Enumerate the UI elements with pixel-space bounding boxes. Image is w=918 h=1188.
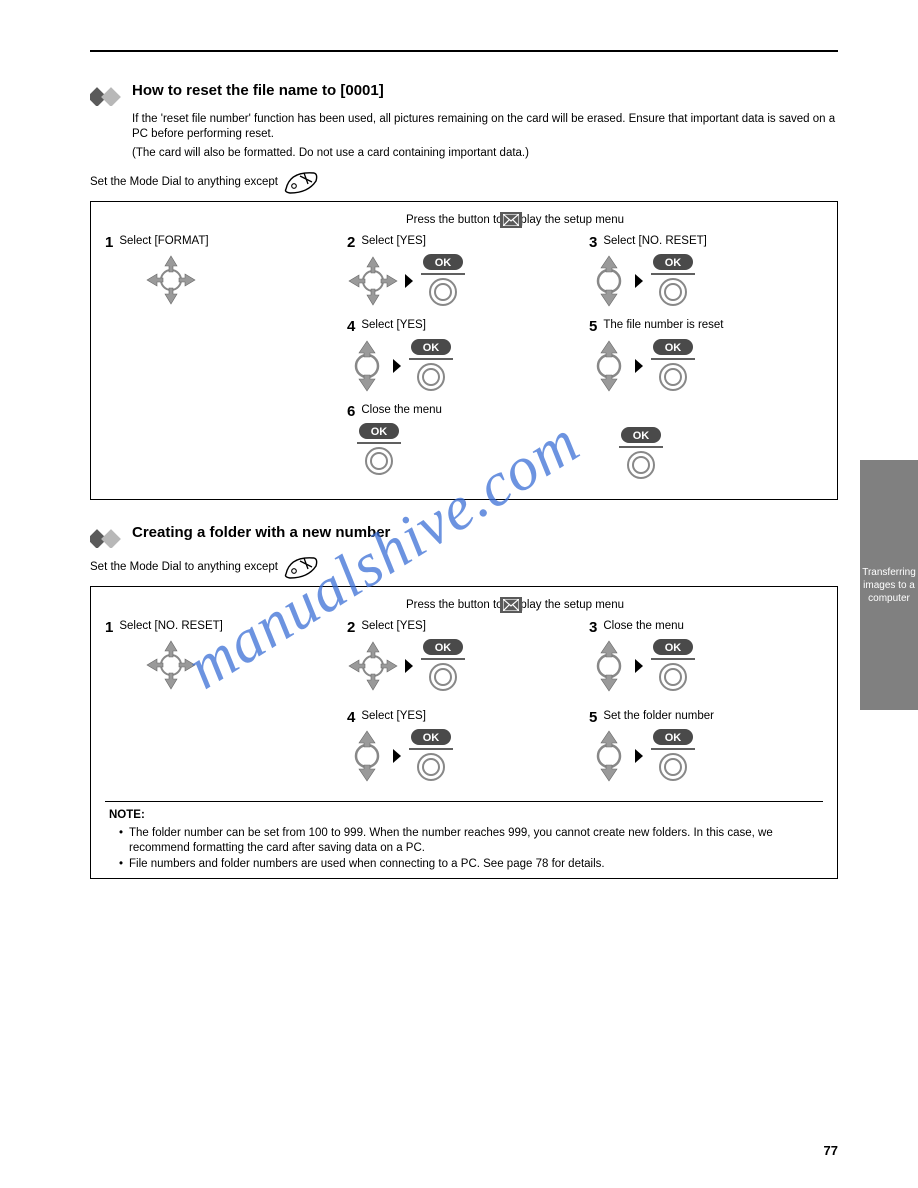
s2-step3-label: Close the menu	[589, 619, 823, 633]
step4-num: 4	[347, 318, 355, 335]
step2-label: Select [YES]	[347, 234, 581, 248]
step1-num: 1	[105, 234, 113, 251]
dpad-4way-icon	[347, 255, 399, 307]
dpad-4way-icon	[145, 639, 197, 691]
dpad-updown-icon	[589, 640, 629, 692]
top-rule	[90, 50, 838, 52]
ok-button-icon	[421, 639, 467, 693]
note-a: The folder number can be set from 100 to…	[119, 826, 819, 857]
s2-step5-num: 5	[589, 709, 597, 726]
setup-text: Set the Mode Dial to anything except	[90, 561, 278, 573]
ok-button-icon	[409, 339, 455, 393]
arrow-right-icon	[393, 749, 403, 763]
section2-setup: Set the Mode Dial to anything except	[90, 554, 838, 580]
arrow-right-icon	[635, 659, 645, 673]
arrow-right-icon	[405, 659, 415, 673]
s2-step4-label: Select [YES]	[347, 709, 581, 723]
step4-label: Select [YES]	[347, 318, 581, 332]
ok-button-icon	[651, 639, 697, 693]
notes-block: NOTE: The folder number can be set from …	[105, 802, 823, 878]
ok-button-icon	[619, 427, 665, 481]
step3-label: Select [NO. RESET]	[589, 234, 823, 248]
envelope-icon	[500, 597, 522, 613]
dpad-updown-icon	[589, 340, 629, 392]
s2-step2-num: 2	[347, 619, 355, 636]
ok-button-icon	[357, 423, 403, 477]
remote-icon	[284, 554, 320, 580]
dpad-updown-icon	[589, 255, 629, 307]
diamond-bullet-icon	[90, 82, 122, 106]
section2-top-instr: Press the button to display the setup me…	[105, 597, 823, 613]
arrow-right-icon	[393, 359, 403, 373]
section1-top-instr: Press the button to display the setup me…	[105, 212, 823, 228]
step2-num: 2	[347, 234, 355, 251]
section1-note1: If the 'reset file number' function has …	[132, 112, 838, 142]
ok-button-icon	[651, 729, 697, 783]
side-tab: Transferring images to a computer	[860, 460, 918, 710]
ok-button-icon	[409, 729, 455, 783]
s2-step1-num: 1	[105, 619, 113, 636]
section2-title: Creating a folder with a new number	[132, 524, 390, 541]
step6-label: Close the menu	[347, 403, 581, 417]
step1-label: Select [FORMAT]	[105, 234, 339, 248]
side-tab-label: Transferring images to a computer	[858, 562, 918, 609]
step6-num: 6	[347, 403, 355, 420]
dpad-updown-icon	[347, 340, 387, 392]
diamond-bullet-icon	[90, 524, 122, 548]
section1-note2: (The card will also be formatted. Do not…	[132, 146, 838, 161]
ok-button-icon	[651, 339, 697, 393]
s2-step1-label: Select [NO. RESET]	[105, 619, 339, 633]
section2-box: Press the button to display the setup me…	[90, 586, 838, 880]
step5-num: 5	[589, 318, 597, 335]
remote-icon	[284, 169, 320, 195]
s2-step2-label: Select [YES]	[347, 619, 581, 633]
arrow-right-icon	[635, 274, 645, 288]
s2-step5-label: Set the folder number	[589, 709, 823, 723]
arrow-right-icon	[405, 274, 415, 288]
section1-title: How to reset the file name to [0001]	[132, 82, 384, 99]
arrow-right-icon	[635, 359, 645, 373]
ok-button-icon	[421, 254, 467, 308]
step5-label: The file number is reset	[589, 318, 823, 332]
dpad-4way-icon	[145, 254, 197, 306]
note-b: File numbers and folder numbers are used…	[119, 857, 819, 873]
dpad-updown-icon	[347, 730, 387, 782]
envelope-icon	[500, 212, 522, 228]
ok-button-icon	[651, 254, 697, 308]
dpad-updown-icon	[589, 730, 629, 782]
section1-setup: Set the Mode Dial to anything except	[90, 169, 838, 195]
section1-box: Press the button to display the setup me…	[90, 201, 838, 500]
setup-text: Set the Mode Dial to anything except	[90, 176, 278, 188]
page-number: 77	[824, 1143, 838, 1158]
arrow-right-icon	[635, 749, 645, 763]
dpad-4way-icon	[347, 640, 399, 692]
s2-step3-num: 3	[589, 619, 597, 636]
step3-num: 3	[589, 234, 597, 251]
s2-step4-num: 4	[347, 709, 355, 726]
notes-title: NOTE:	[109, 808, 819, 824]
